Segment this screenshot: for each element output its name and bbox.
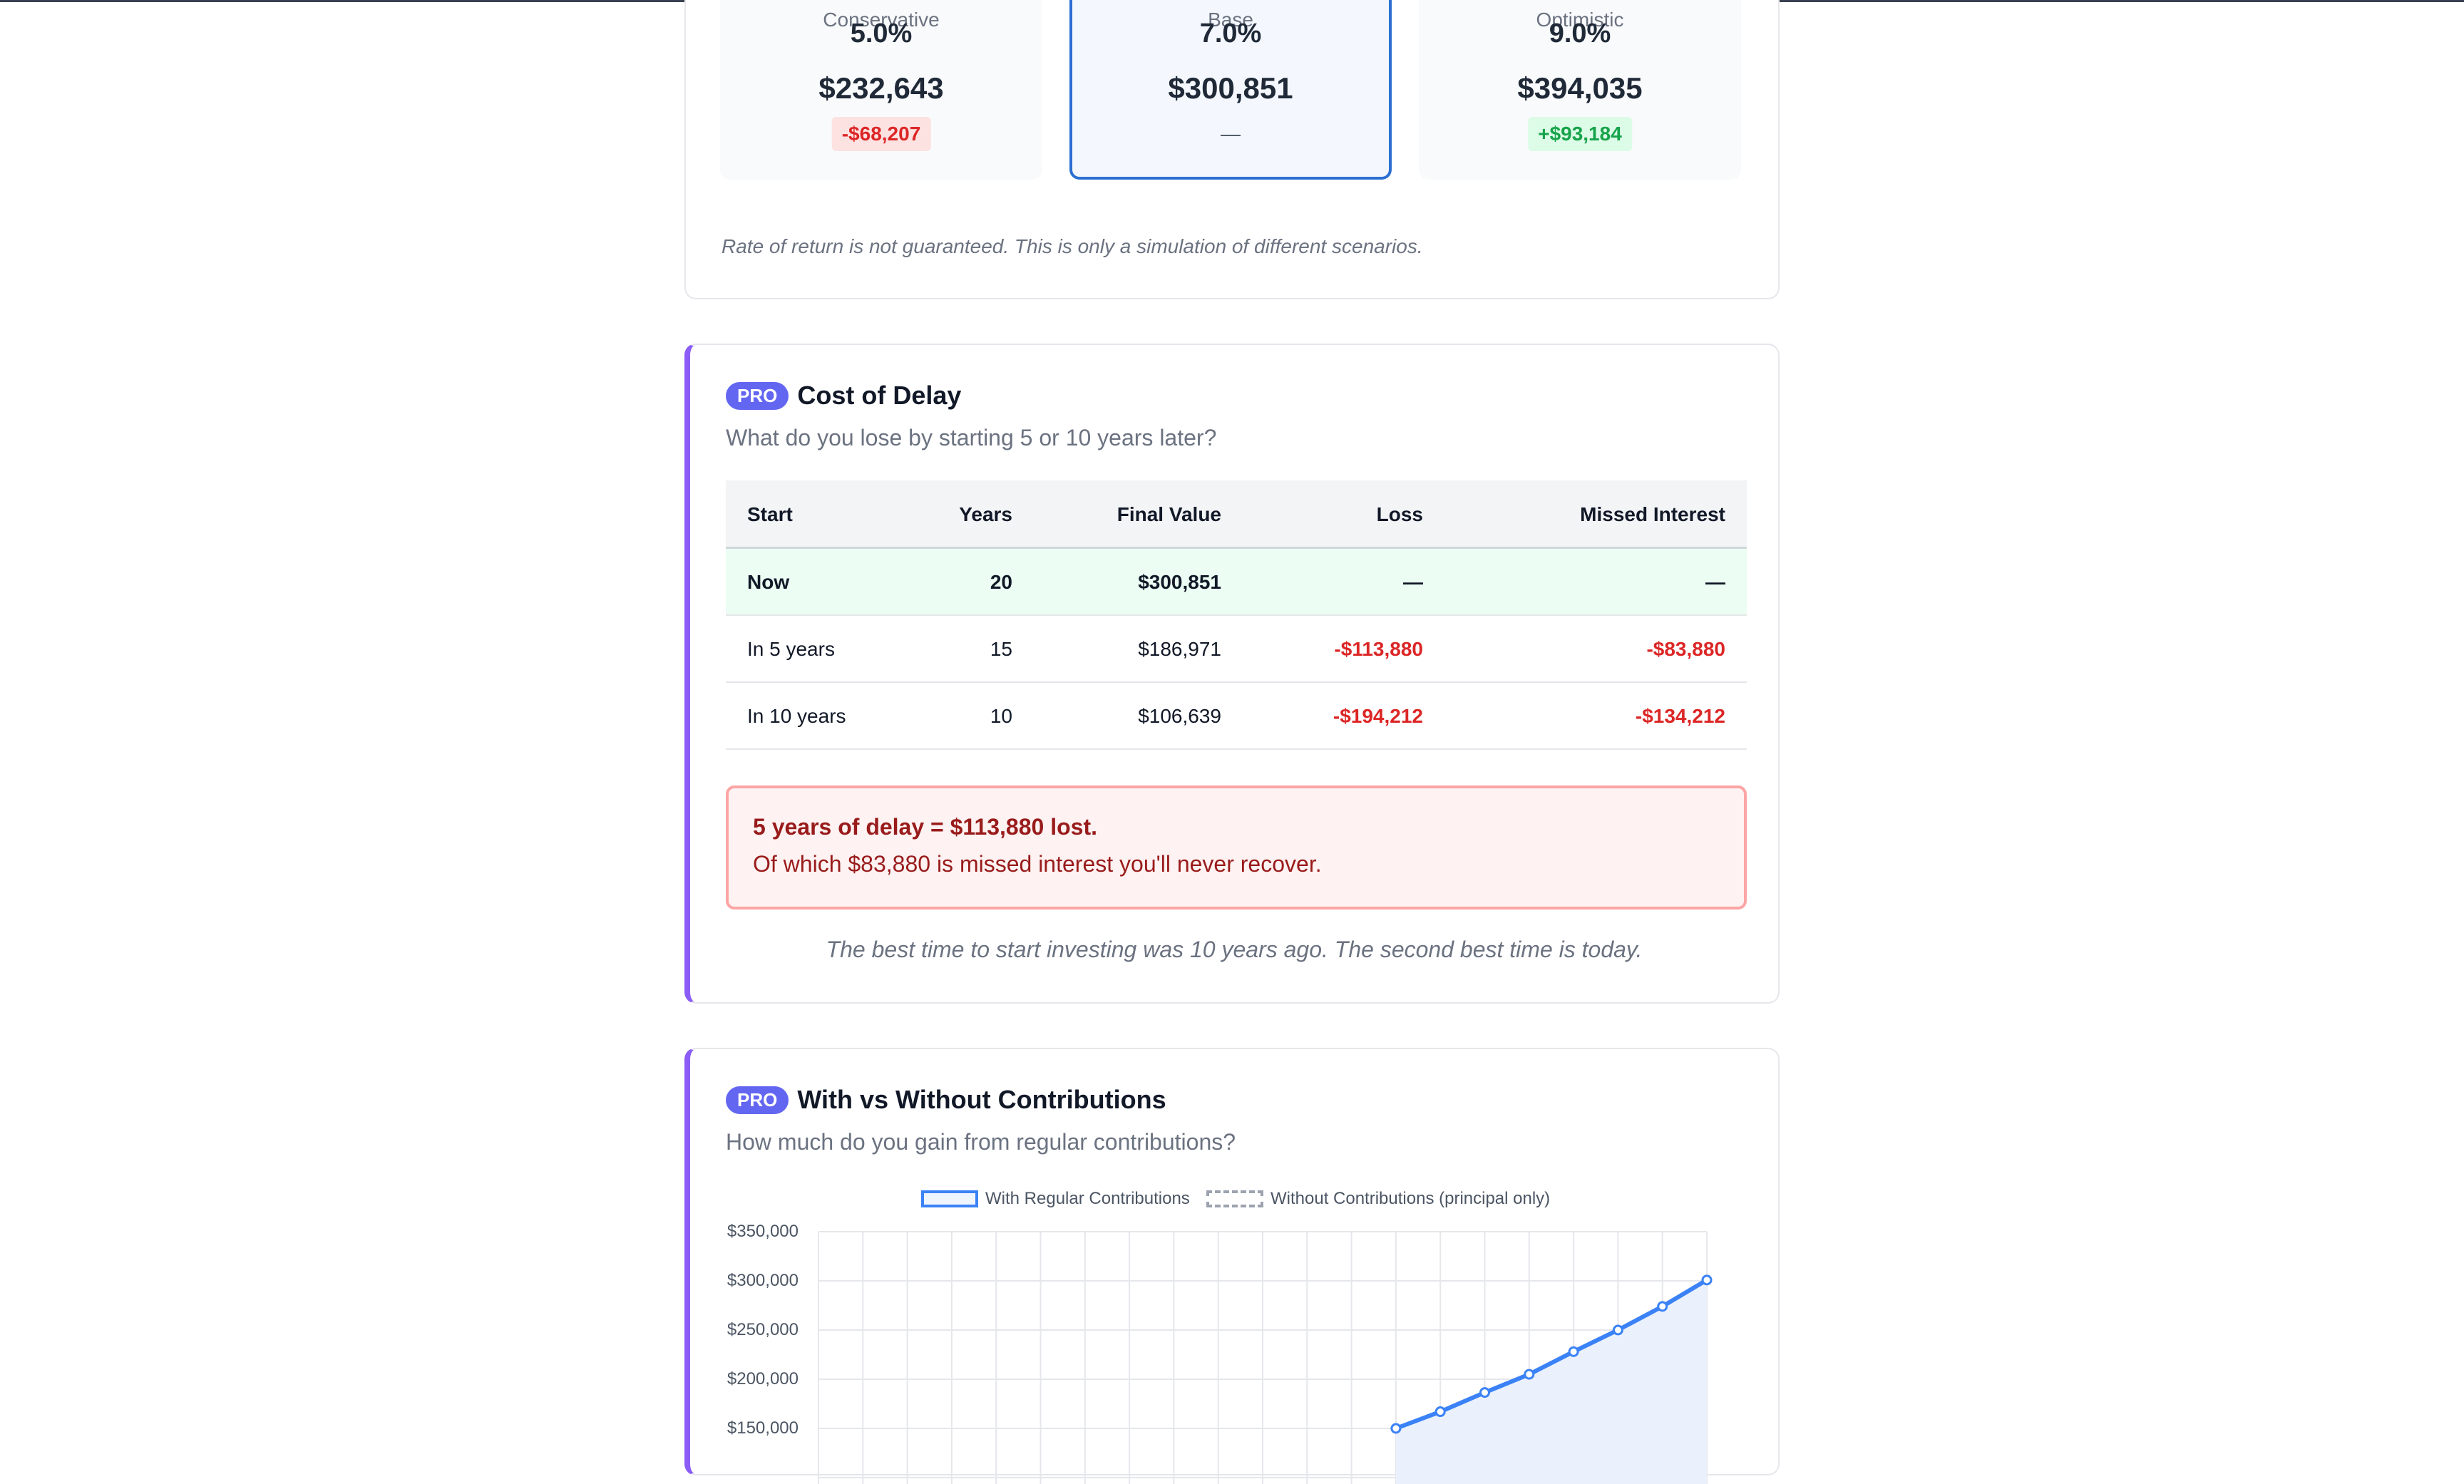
cell-final-value: $186,971 xyxy=(1138,638,1221,660)
cell-missed-interest: — xyxy=(1705,571,1725,593)
cost-of-delay-table: Start Years Final Value Loss Missed Inte… xyxy=(726,480,1747,750)
column-header-loss: Loss xyxy=(1376,503,1423,525)
legend-item-with-contributions[interactable]: With Regular Contributions xyxy=(921,1189,1190,1209)
legend-swatch-dashed xyxy=(1206,1190,1263,1207)
scenario-rate: 7.0% xyxy=(1199,19,1262,48)
data-point xyxy=(1390,1423,1402,1434)
cell-final-value: $300,851 xyxy=(1138,571,1221,593)
cell-missed-interest: -$134,212 xyxy=(1635,705,1725,727)
scenario-label: Conservative xyxy=(823,9,940,31)
column-header-years: Years xyxy=(959,503,1012,525)
scenario-conservative[interactable]: Conservative 5.0% $232,643 -$68,207 xyxy=(720,0,1042,180)
section-header: PRO With vs Without Contributions xyxy=(726,1085,1166,1115)
scenario-optimistic[interactable]: Optimistic 9.0% $394,035 +$93,184 xyxy=(1419,0,1741,180)
data-point xyxy=(1479,1387,1490,1398)
table-header-row: Start Years Final Value Loss Missed Inte… xyxy=(726,480,1747,549)
legend-swatch-solid xyxy=(921,1190,978,1207)
column-header-final-value: Final Value xyxy=(1116,503,1221,525)
chart-plot-area xyxy=(818,1231,1713,1484)
scenario-rate: 5.0% xyxy=(850,19,913,48)
cell-start: Now xyxy=(747,571,790,593)
scenario-disclaimer: Rate of return is not guaranteed. This i… xyxy=(722,235,1423,257)
scenario-delta-badge: -$68,207 xyxy=(831,117,931,151)
cell-start: In 10 years xyxy=(747,705,846,727)
pro-badge: PRO xyxy=(726,1086,789,1114)
table-row: In 10 years 10 $106,639 -$194,212 -$134,… xyxy=(726,683,1747,750)
data-point xyxy=(1568,1346,1579,1357)
section-title: Cost of Delay xyxy=(797,381,962,410)
delay-warning-alert: 5 years of delay = $113,880 lost. Of whi… xyxy=(726,785,1747,910)
series-line-with-contributions xyxy=(1395,1278,1708,1431)
y-tick-label: $350,000 xyxy=(727,1222,799,1241)
data-point xyxy=(1612,1324,1623,1336)
scenario-value: $300,851 xyxy=(1168,71,1293,105)
cell-years: 10 xyxy=(990,705,1012,727)
scenario-rate: 9.0% xyxy=(1549,19,1611,48)
data-point xyxy=(1434,1406,1446,1418)
table-row: Now 20 $300,851 — — xyxy=(726,549,1747,616)
alert-text: Of which $83,880 is missed interest you'… xyxy=(753,851,1322,877)
cost-of-delay-card: PRO Cost of Delay What do you lose by st… xyxy=(684,344,1780,1004)
legend-label: With Regular Contributions xyxy=(985,1189,1190,1208)
alert-headline: 5 years of delay = $113,880 lost. xyxy=(753,814,1097,840)
data-point xyxy=(1701,1274,1713,1286)
scenario-delta-badge: +$93,184 xyxy=(1528,117,1632,151)
scenario-delta-badge: — xyxy=(1221,123,1241,145)
y-tick-label: $300,000 xyxy=(727,1271,799,1290)
scenario-comparison-card: Conservative 5.0% $232,643 -$68,207 Base… xyxy=(684,0,1780,299)
cell-years: 20 xyxy=(990,571,1012,593)
section-header: PRO Cost of Delay xyxy=(726,381,961,411)
y-tick-label: $200,000 xyxy=(727,1369,799,1388)
scenario-value: $394,035 xyxy=(1517,71,1643,105)
cell-missed-interest: -$83,880 xyxy=(1646,638,1725,660)
cell-loss: -$113,880 xyxy=(1334,638,1423,660)
scenario-value: $232,643 xyxy=(818,71,944,105)
cell-years: 15 xyxy=(990,638,1012,660)
data-point xyxy=(1657,1301,1668,1312)
legend-label: Without Contributions (principal only) xyxy=(1270,1189,1551,1208)
section-subtitle: What do you lose by starting 5 or 10 yea… xyxy=(726,425,1217,450)
data-point xyxy=(1524,1369,1535,1380)
scenario-label: Optimistic xyxy=(1536,9,1624,31)
section-title: With vs Without Contributions xyxy=(797,1085,1166,1114)
scenario-label: Base xyxy=(1208,9,1253,31)
column-header-start: Start xyxy=(747,503,793,525)
section-subtitle: How much do you gain from regular contri… xyxy=(726,1129,1236,1155)
cell-final-value: $106,639 xyxy=(1138,705,1221,727)
cell-start: In 5 years xyxy=(747,638,835,660)
chart-legend: With Regular Contributions Without Contr… xyxy=(726,1185,1747,1213)
scenario-base[interactable]: Base 7.0% $300,851 — xyxy=(1069,0,1392,180)
contributions-chart: With Regular Contributions Without Contr… xyxy=(726,1185,1747,1484)
cell-loss: — xyxy=(1403,571,1423,593)
pro-badge: PRO xyxy=(726,381,789,410)
legend-item-without-contributions[interactable]: Without Contributions (principal only) xyxy=(1206,1189,1550,1209)
investing-quote: The best time to start investing was 10 … xyxy=(826,937,1643,962)
y-tick-label: $250,000 xyxy=(727,1320,799,1339)
column-header-missed-interest: Missed Interest xyxy=(1580,503,1725,525)
cell-loss: -$194,212 xyxy=(1333,705,1423,727)
contributions-card: PRO With vs Without Contributions How mu… xyxy=(684,1048,1780,1484)
table-row: In 5 years 15 $186,971 -$113,880 -$83,88… xyxy=(726,616,1747,683)
